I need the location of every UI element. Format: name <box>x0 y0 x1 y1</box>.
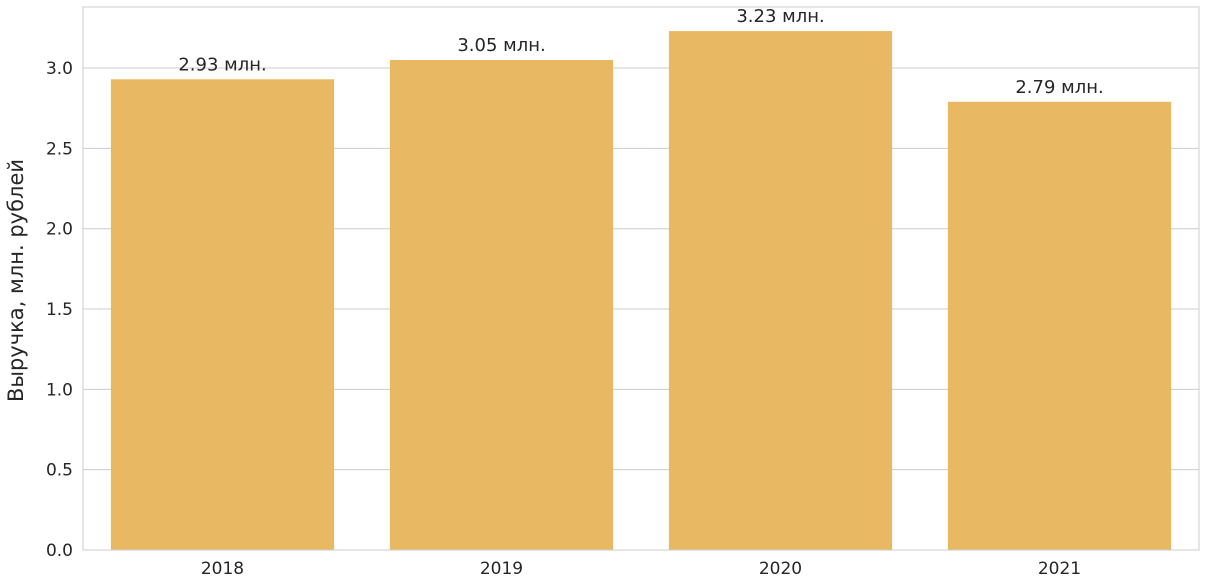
x-tick-labels: 2018 2019 2020 2021 <box>201 559 1081 579</box>
y-tick-label: 0.5 <box>46 461 73 481</box>
y-tick-label: 2.0 <box>46 220 73 240</box>
data-labels: 2.93 млн. 3.05 млн. 3.23 млн. 2.79 млн. <box>178 6 1103 98</box>
data-label: 2.93 млн. <box>178 54 266 75</box>
x-tick-label: 2018 <box>201 559 244 579</box>
x-tick-label: 2019 <box>480 559 523 579</box>
y-tick-label: 1.5 <box>46 300 73 320</box>
bars <box>110 31 1172 550</box>
x-tick-label: 2021 <box>1038 559 1081 579</box>
bar-2021 <box>947 101 1172 550</box>
bar-2020 <box>668 31 893 550</box>
y-tick-labels: 0.0 0.5 1.0 1.5 2.0 2.5 3.0 <box>46 59 73 561</box>
y-axis-label: Выручка, млн. рублей <box>4 159 28 402</box>
y-tick-label: 2.5 <box>46 139 73 159</box>
bar-2019 <box>389 60 614 550</box>
data-label: 3.05 млн. <box>457 35 545 56</box>
data-label: 3.23 млн. <box>736 6 824 27</box>
y-tick-label: 3.0 <box>46 59 73 79</box>
plot-frame <box>82 6 1200 551</box>
data-label: 2.79 млн. <box>1015 77 1103 98</box>
x-tick-label: 2020 <box>759 559 802 579</box>
y-tick-label: 0.0 <box>46 541 73 561</box>
y-tick-label: 1.0 <box>46 380 73 400</box>
bar-2018 <box>110 79 335 550</box>
